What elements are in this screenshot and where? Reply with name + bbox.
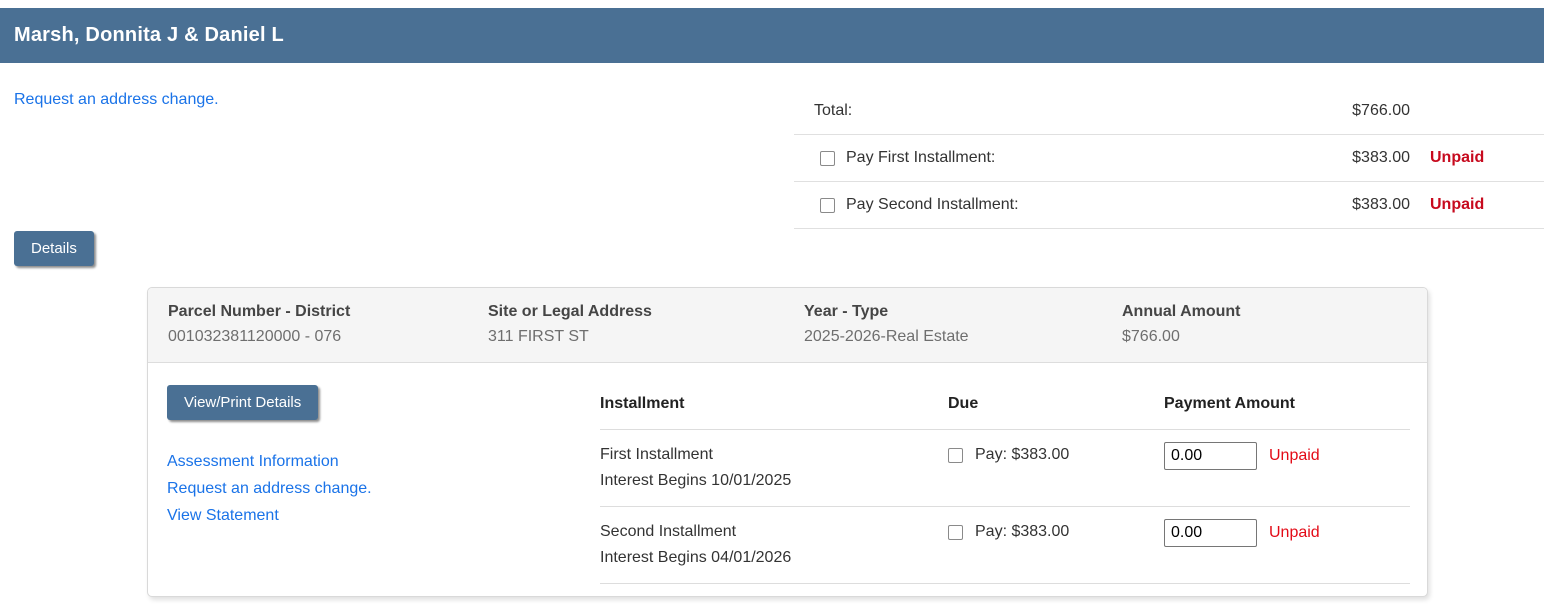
site-address-label: Site or Legal Address: [488, 303, 652, 320]
summary-first-amount: $383.00: [1352, 149, 1410, 166]
parcel-number-col: Parcel Number - District 001032381120000…: [168, 303, 488, 346]
parcel-links: Assessment Information Request an addres…: [167, 448, 372, 529]
annual-amount-value: $766.00: [1122, 328, 1180, 345]
summary-row-first-installment: Pay First Installment: $383.00 Unpaid: [794, 135, 1544, 182]
installment-column-header: Installment: [600, 395, 685, 412]
summary-second-label-wrap: Pay Second Installment:: [794, 196, 1315, 214]
panel-address-change-link[interactable]: Request an address change.: [167, 480, 372, 497]
year-type-label: Year - Type: [804, 303, 889, 320]
pay-first-installment-checkbox[interactable]: [820, 150, 835, 166]
summary-first-status-badge: Unpaid: [1430, 149, 1485, 166]
year-type-value: 2025-2026-Real Estate: [804, 328, 969, 345]
second-installment-name-cell: Second Installment Interest Begins 04/01…: [600, 519, 940, 571]
second-installment-payment-input[interactable]: [1164, 519, 1257, 547]
first-installment-due-text: Pay: $383.00: [975, 446, 1070, 463]
first-installment-name: First Installment: [600, 446, 713, 463]
view-print-details-button[interactable]: View/Print Details: [167, 385, 319, 420]
parcel-number-label: Parcel Number - District: [168, 303, 351, 320]
second-installment-interest: Interest Begins 04/01/2026: [600, 549, 792, 566]
table-row-first-installment: First Installment Interest Begins 10/01/…: [600, 430, 1410, 507]
parcel-details-panel: Parcel Number - District 001032381120000…: [147, 287, 1428, 597]
view-statement-link[interactable]: View Statement: [167, 507, 279, 524]
second-installment-due-text: Pay: $383.00: [975, 523, 1070, 540]
payment-amount-column-header: Payment Amount: [1164, 395, 1295, 412]
annual-amount-label: Annual Amount: [1122, 303, 1241, 320]
site-address-col: Site or Legal Address 311 FIRST ST: [488, 303, 804, 346]
address-change-link[interactable]: Request an address change.: [14, 91, 219, 108]
summary-row-total: Total: $766.00: [794, 88, 1544, 135]
panel-body: View/Print Details Assessment Informatio…: [148, 363, 1427, 597]
payment-summary-table: Total: $766.00 Pay First Installment: $3…: [794, 88, 1544, 229]
first-installment-payment-cell: Unpaid: [1164, 442, 1410, 494]
site-address-value: 311 FIRST ST: [488, 328, 589, 345]
installment-table: Installment Due Payment Amount First Ins…: [600, 383, 1410, 584]
second-installment-due-cell: Pay: $383.00: [940, 519, 1164, 571]
annual-amount-col: Annual Amount $766.00: [1122, 303, 1407, 346]
first-installment-status: Unpaid: [1269, 447, 1320, 464]
first-installment-pay-checkbox[interactable]: [948, 448, 963, 463]
summary-second-status-badge: Unpaid: [1430, 196, 1485, 213]
summary-total-amount: $766.00: [1352, 102, 1410, 119]
first-installment-payment-input[interactable]: [1164, 442, 1257, 470]
details-button[interactable]: Details: [14, 231, 94, 266]
table-row-second-installment: Second Installment Interest Begins 04/01…: [600, 507, 1410, 584]
parcel-summary-header: Parcel Number - District 001032381120000…: [148, 288, 1427, 363]
summary-total-label: Total:: [814, 102, 853, 119]
parcel-number-value: 001032381120000 - 076: [168, 328, 342, 345]
taxpayer-title-bar: Marsh, Donnita J & Daniel L: [0, 8, 1544, 63]
summary-row-second-installment: Pay Second Installment: $383.00 Unpaid: [794, 182, 1544, 229]
second-installment-pay-checkbox[interactable]: [948, 525, 963, 540]
summary-first-label: Pay First Installment:: [846, 149, 996, 166]
pay-second-installment-checkbox[interactable]: [820, 197, 835, 213]
assessment-information-link[interactable]: Assessment Information: [167, 453, 339, 470]
second-installment-name: Second Installment: [600, 523, 737, 540]
summary-first-label-wrap: Pay First Installment:: [794, 149, 1315, 167]
due-column-header: Due: [948, 395, 979, 412]
second-installment-status: Unpaid: [1269, 524, 1320, 541]
installment-table-header: Installment Due Payment Amount: [600, 383, 1410, 430]
first-installment-due-cell: Pay: $383.00: [940, 442, 1164, 494]
summary-second-label: Pay Second Installment:: [846, 196, 1019, 213]
second-installment-payment-cell: Unpaid: [1164, 519, 1410, 571]
year-type-col: Year - Type 2025-2026-Real Estate: [804, 303, 1122, 346]
summary-second-amount: $383.00: [1352, 196, 1410, 213]
first-installment-interest: Interest Begins 10/01/2025: [600, 472, 792, 489]
first-installment-name-cell: First Installment Interest Begins 10/01/…: [600, 442, 940, 494]
taxpayer-name: Marsh, Donnita J & Daniel L: [14, 24, 284, 46]
